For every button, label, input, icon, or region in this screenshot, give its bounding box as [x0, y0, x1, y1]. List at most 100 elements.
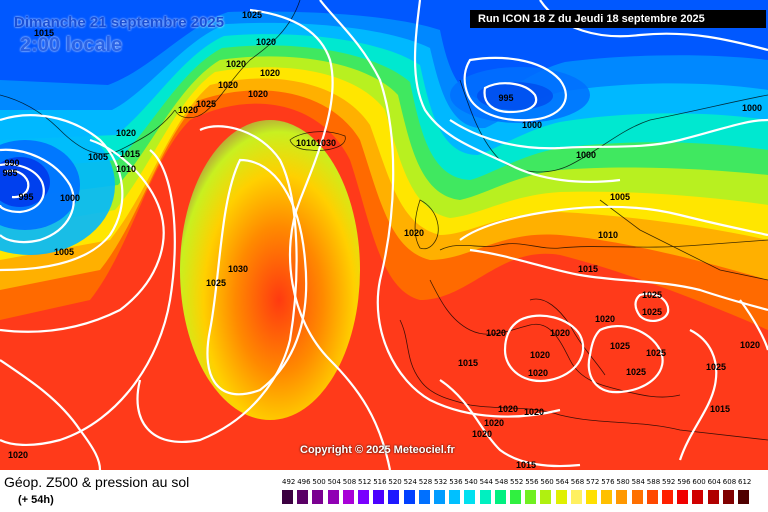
scale-swatch: [586, 490, 597, 504]
scale-swatch: [601, 490, 613, 504]
isobar-label: 1005: [610, 192, 630, 202]
isobar-label: 1025: [242, 10, 262, 20]
scale-label: 564: [555, 478, 569, 486]
scale-label: 516: [373, 478, 387, 486]
isobar-label: 1020: [226, 59, 246, 69]
isobar-label: 995: [498, 93, 513, 103]
scale-label: 536: [449, 478, 463, 486]
weather-map: 1025 1020 1020 1020 1020 1020 1025 1020 1020 1015…: [0, 0, 768, 470]
scale-swatch: [692, 490, 704, 504]
scale-swatch: [738, 490, 749, 504]
isobar-label: 990: [4, 158, 19, 168]
scale-swatch: [540, 490, 552, 504]
scale-swatch: [434, 490, 445, 504]
scale-swatch: [525, 490, 537, 504]
isobar-label: 1020: [484, 418, 504, 428]
scale-label: 608: [722, 478, 737, 486]
scale-swatch: [282, 490, 293, 504]
isobar-label: 1020: [530, 350, 550, 360]
isobar-label: 1020: [8, 450, 28, 460]
scale-label: 548: [494, 478, 509, 486]
scale-swatch: [662, 490, 673, 504]
isobar-label: 1000: [742, 103, 762, 113]
scale-label: 556: [525, 478, 539, 486]
scale-label: 588: [646, 478, 661, 486]
isobar-label: 1020: [595, 314, 615, 324]
scale-label: 500: [312, 478, 326, 486]
isobar-label: 1000: [60, 193, 80, 203]
scale-label: 544: [479, 478, 493, 486]
isobar-label: 1015: [458, 358, 478, 368]
isobar-label: 985: [2, 168, 17, 178]
isobar-label: 1020: [524, 407, 544, 417]
scale-swatch: [616, 490, 628, 504]
copyright-text: Copyright © 2025 Meteociel.fr: [300, 444, 455, 456]
isobar-label: 1020: [472, 429, 492, 439]
scale-label: 580: [616, 478, 630, 486]
scale-swatch: [677, 490, 689, 504]
isobar-label: 1020: [740, 340, 760, 350]
isobar-label: 1005: [54, 247, 74, 257]
isobar-label: 1025: [642, 307, 662, 317]
scale-swatch: [707, 490, 719, 504]
scale-swatch: [631, 490, 643, 504]
scale-swatch: [312, 490, 324, 504]
scale-swatch: [358, 490, 369, 504]
scale-label: 508: [342, 478, 357, 486]
isobar-label: 1020: [486, 328, 506, 338]
scale-label: 512: [358, 478, 372, 486]
scale-label: 504: [327, 478, 341, 486]
legend-bar: Géop. Z500 & pression au sol (+ 54h) 492…: [0, 470, 768, 512]
isobar-label: 1015: [710, 404, 730, 414]
isobar-label: 1020: [248, 89, 268, 99]
isobar-label: 1020: [528, 368, 548, 378]
isobar-label: 1025: [610, 341, 630, 351]
scale-label: 520: [388, 478, 402, 486]
forecast-time: 2:00 locale: [20, 34, 123, 56]
scale-swatch: [510, 490, 521, 504]
scale-swatch: [388, 490, 400, 504]
scale-label: 572: [586, 478, 600, 486]
scale-label: 612: [738, 478, 752, 486]
coastlines: [0, 0, 768, 441]
scale-label: 560: [540, 478, 554, 486]
scale-label: 552: [510, 478, 524, 486]
legend-subtitle: (+ 54h): [18, 494, 54, 506]
scale-swatch: [449, 490, 461, 504]
scale-swatch: [479, 490, 491, 504]
scale-swatch: [494, 490, 506, 504]
isobar-label: 1015: [578, 264, 598, 274]
isobar-label: 1020: [178, 105, 198, 115]
isobar-label: 1015: [516, 460, 536, 470]
scale-label: 524: [403, 478, 417, 486]
isobar-label: 1020: [256, 37, 276, 47]
scale-swatch: [555, 490, 567, 504]
isobar-label: 1020: [404, 228, 424, 238]
isobar-label: 995: [18, 192, 33, 202]
isobar-label: 1015: [120, 149, 140, 159]
isobar-label: 1025: [642, 290, 662, 300]
isobar-label: 1020: [260, 68, 280, 78]
scale-swatch: [342, 490, 354, 504]
scale-label: 528: [418, 478, 433, 486]
isobar-label: 1010: [598, 230, 618, 240]
scale-swatch: [403, 490, 415, 504]
isobar-label: 1030: [316, 138, 336, 148]
isobar-label: 1025: [646, 348, 666, 358]
isobar-label: 1030: [228, 264, 248, 274]
model-run-banner: Run ICON 18 Z du Jeudi 18 septembre 2025: [470, 10, 766, 28]
scale-label: 576: [601, 478, 615, 486]
scale-swatch: [464, 490, 476, 504]
scale-label: 604: [707, 478, 721, 486]
isobar-label: 1025: [206, 278, 226, 288]
geopotential-field: 1025102010201020102010201025102010201015…: [0, 0, 768, 470]
scale-label: 492: [282, 478, 296, 486]
scale-label: 568: [570, 478, 585, 486]
scale-label: 496: [297, 478, 311, 486]
scale-swatch: [722, 490, 734, 504]
isobar-label: 1000: [576, 150, 596, 160]
isobar-label: 1005: [88, 152, 108, 162]
isobar-label: 1020: [116, 128, 136, 138]
scale-label: 600: [692, 478, 706, 486]
scale-label: 532: [434, 478, 448, 486]
